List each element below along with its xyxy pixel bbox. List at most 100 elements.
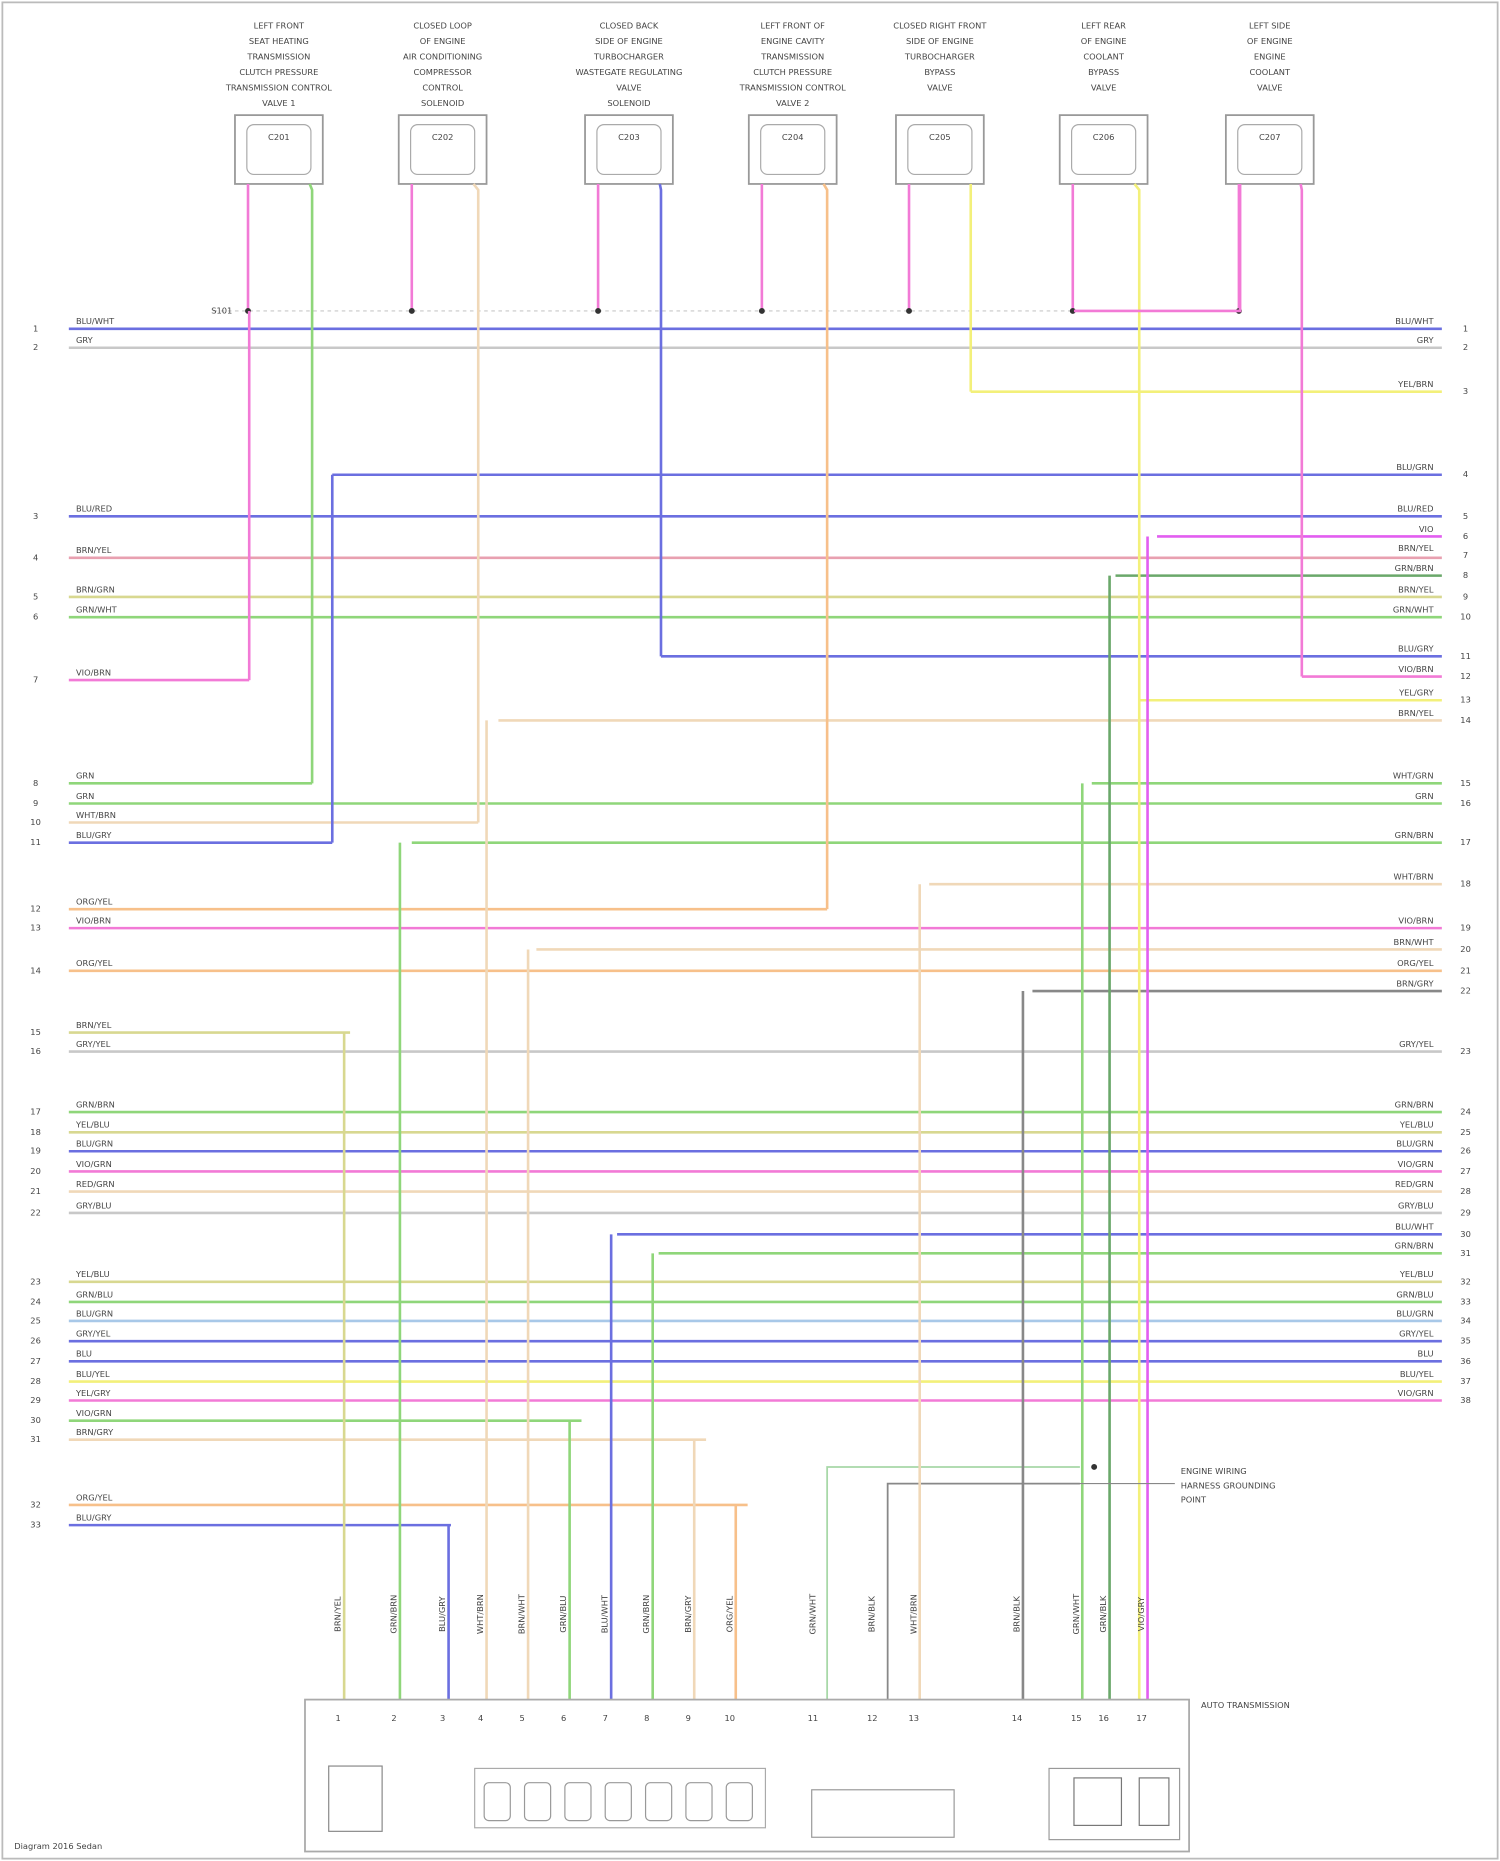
- splice-dot: [408, 307, 415, 314]
- wire-label: BLU: [1418, 1349, 1434, 1359]
- component-label: SOLENOID: [607, 98, 650, 108]
- pin-number: 23: [30, 1276, 41, 1286]
- component-label: VALVE: [1257, 82, 1282, 92]
- pin-number: 8: [1463, 570, 1468, 580]
- wire-label: BLU/RED: [1397, 504, 1433, 514]
- component-box: [234, 114, 324, 185]
- wire-label: GRN: [76, 791, 94, 801]
- component-label: TRANSMISSION CONTROL: [739, 82, 846, 92]
- component-label: VALVE: [616, 82, 641, 92]
- wire-label: BLU/GRN: [1396, 1308, 1433, 1318]
- component-box: [1224, 114, 1315, 185]
- wire-label: VIO/GRN: [1398, 1388, 1434, 1398]
- ground-label: ENGINE WIRING: [1181, 1466, 1247, 1476]
- pin-number: 16: [1460, 798, 1471, 808]
- wire-label: BRN/WHT: [1394, 937, 1435, 947]
- pin-number: 7: [1463, 550, 1468, 560]
- pin-number: 4: [33, 552, 38, 562]
- component-label: CONTROL: [422, 82, 463, 92]
- connector-label: C204: [782, 132, 804, 142]
- wire-label: GRN/BRN: [1395, 1099, 1434, 1109]
- pin-number: 17: [1136, 1713, 1147, 1723]
- wire-label: BLU: [76, 1349, 92, 1359]
- wire-label: VIO/GRN: [76, 1159, 112, 1169]
- wire-label: BRN/BLK: [867, 1595, 877, 1632]
- pin-number: 13: [1460, 695, 1471, 705]
- pin-number: 36: [1460, 1356, 1471, 1366]
- wire-label: VIO/GRY: [1136, 1596, 1146, 1631]
- pin-number: 22: [30, 1207, 41, 1217]
- pin-number: 27: [30, 1356, 41, 1366]
- pin-number: 16: [30, 1046, 41, 1056]
- wire-label: VIO/GRN: [76, 1408, 112, 1418]
- solenoid: [523, 1782, 552, 1822]
- component-label: SOLENOID: [421, 98, 464, 108]
- pin-number: 13: [908, 1713, 919, 1723]
- pin-number: 30: [30, 1415, 41, 1425]
- pin-number: 4: [478, 1713, 483, 1723]
- component-label: CLUTCH PRESSURE: [239, 67, 318, 77]
- connector-body: [304, 1698, 1190, 1853]
- pin-number: 25: [1460, 1127, 1471, 1137]
- pin-number: 12: [30, 904, 41, 914]
- wire: [822, 183, 829, 910]
- pin-number: 2: [391, 1713, 396, 1723]
- component-label: TURBOCHARGER: [904, 51, 975, 61]
- component-label: WASTEGATE REGULATING: [575, 67, 682, 77]
- wire-label: GRN/BLU: [558, 1596, 568, 1633]
- wire-label: BRN/YEL: [1398, 584, 1434, 594]
- wire-label: BRN/GRY: [683, 1595, 693, 1633]
- wire-label: BLU/GRN: [76, 1139, 113, 1149]
- component-label: VALVE 2: [776, 98, 809, 108]
- component-label: CLOSED LOOP: [413, 21, 472, 31]
- wire-label: YEL/BLU: [1399, 1120, 1434, 1130]
- pin-number: 35: [1460, 1336, 1471, 1346]
- pin-number: 24: [30, 1296, 41, 1306]
- pin-number: 1: [33, 323, 38, 333]
- pin-number: 12: [1460, 671, 1471, 681]
- wire-label: BLU/WHT: [76, 316, 115, 326]
- component-label: LEFT SIDE: [1249, 21, 1291, 31]
- wire-label: WHT/BRN: [76, 810, 116, 820]
- wire-label: ORG/YEL: [76, 1492, 113, 1502]
- connector-label: C202: [432, 132, 454, 142]
- splice-dot: [906, 307, 912, 314]
- component-label: COMPRESSOR: [413, 67, 472, 77]
- component-label: TRANSMISSION CONTROL: [225, 82, 332, 92]
- wire-label: BRN/YEL: [1398, 543, 1434, 553]
- wire-label: GRN/BLK: [1098, 1595, 1108, 1633]
- wire-label: BLU/YEL: [1400, 1369, 1434, 1379]
- connector-label: C205: [929, 132, 951, 142]
- pin-number: 14: [1012, 1713, 1023, 1723]
- pin-number: 17: [30, 1107, 41, 1117]
- sensor: [1073, 1777, 1123, 1826]
- pin-number: 10: [30, 817, 41, 827]
- component-label: LEFT FRONT OF: [760, 21, 825, 31]
- component-label: BYPASS: [1088, 67, 1119, 77]
- pin-number: 15: [1071, 1713, 1082, 1723]
- wire: [472, 183, 480, 823]
- pin-number: 38: [1460, 1395, 1471, 1405]
- wire-label: GRN/BLU: [1396, 1289, 1433, 1299]
- pin-number: 12: [867, 1713, 878, 1723]
- wire-label: GRN/WHT: [1071, 1593, 1081, 1635]
- connector-label: C206: [1093, 132, 1115, 142]
- wire-label: WHT/GRN: [1393, 771, 1434, 781]
- pin-number: 10: [725, 1713, 736, 1723]
- solenoid: [564, 1782, 592, 1822]
- pin-number: 24: [1460, 1107, 1471, 1117]
- component-label: LEFT FRONT: [254, 21, 305, 31]
- wire-label: GRY: [76, 335, 94, 345]
- pin-number: 26: [1460, 1146, 1471, 1156]
- wire-label: BRN/GRN: [76, 584, 115, 594]
- wire-label: BRN/YEL: [1398, 708, 1434, 718]
- wire-label: VIO: [1419, 524, 1434, 534]
- pin-number: 15: [1460, 778, 1471, 788]
- wire-label: BLU/WHT: [1395, 1222, 1434, 1232]
- connector-label: C203: [618, 132, 640, 142]
- wire-label: BRN/BLK: [1012, 1595, 1022, 1632]
- wire-label: YEL/BRN: [1397, 379, 1433, 389]
- wire-label: VIO/BRN: [76, 667, 111, 677]
- wire-label: BRN/GRY: [1396, 978, 1434, 988]
- wire-label: GRY/YEL: [1399, 1039, 1434, 1049]
